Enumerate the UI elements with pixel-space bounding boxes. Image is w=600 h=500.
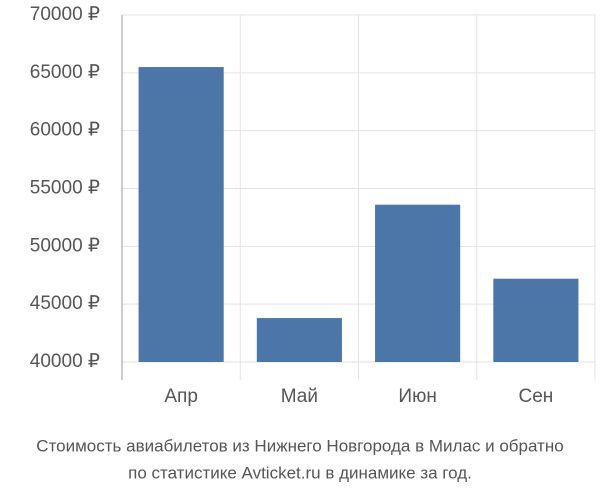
bar bbox=[256, 318, 342, 362]
y-tick-label: 70000 ₽ bbox=[30, 4, 100, 25]
chart-title: Стоимость авиабилетов из Нижнего Новгоро… bbox=[36, 436, 563, 455]
y-tick-label: 65000 ₽ bbox=[30, 62, 100, 83]
x-tick-label: Июн bbox=[398, 386, 436, 407]
y-tick-label: 55000 ₽ bbox=[30, 178, 100, 199]
y-tick-label: 50000 ₽ bbox=[30, 235, 100, 256]
y-tick-label: 40000 ₽ bbox=[30, 351, 100, 372]
bar bbox=[375, 204, 461, 362]
bar bbox=[138, 67, 224, 363]
bar bbox=[493, 278, 579, 362]
chart-subtitle: по статистике Avticket.ru в динамике за … bbox=[128, 463, 472, 482]
x-tick-label: Сен bbox=[518, 386, 553, 407]
y-tick-label: 60000 ₽ bbox=[30, 120, 100, 141]
y-tick-label: 45000 ₽ bbox=[30, 293, 100, 314]
x-tick-label: Май bbox=[281, 386, 318, 407]
x-tick-label: Апр bbox=[164, 386, 198, 407]
